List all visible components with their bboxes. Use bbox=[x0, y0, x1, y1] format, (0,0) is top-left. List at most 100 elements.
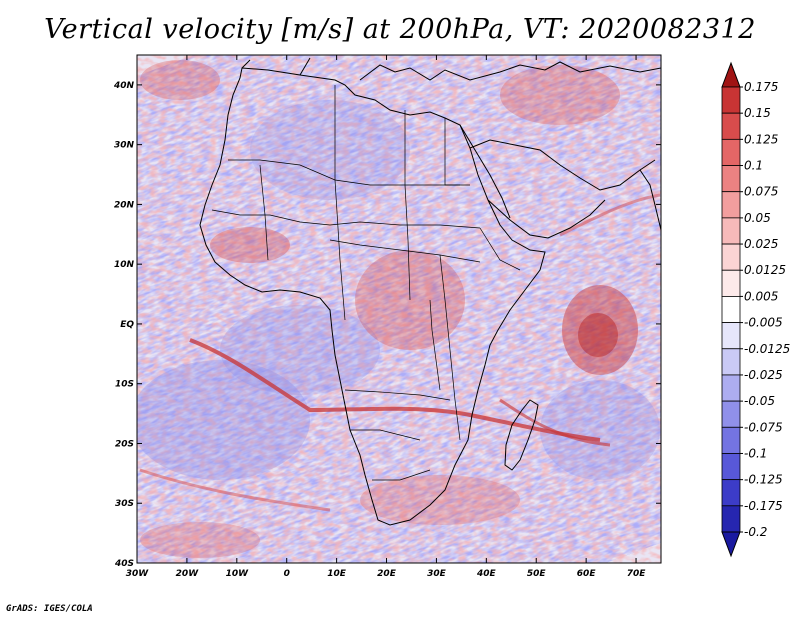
colorbar-label: -0.005 bbox=[744, 316, 783, 330]
colorbar-box bbox=[721, 505, 741, 533]
europe-coastline bbox=[241, 57, 661, 81]
colorbar-box bbox=[721, 165, 741, 193]
x-tick-label: 30W bbox=[126, 569, 150, 579]
coastlines bbox=[199, 57, 661, 526]
y-tick-label: 30N bbox=[114, 141, 135, 151]
x-tick-label: 10W bbox=[226, 569, 250, 579]
colorbar-label: 0.15 bbox=[744, 106, 771, 120]
velocity-field bbox=[137, 55, 661, 563]
y-tick-label: 10N bbox=[114, 260, 135, 270]
colorbar-label: 0.075 bbox=[744, 185, 778, 199]
red-region-southwest-corner bbox=[140, 522, 260, 558]
red-region-south-africa bbox=[360, 475, 520, 525]
y-tick-label: 30S bbox=[115, 499, 134, 509]
x-tick-label: 50E bbox=[527, 569, 547, 579]
colorbar-box bbox=[721, 243, 741, 271]
colorbar-box bbox=[721, 86, 741, 114]
y-tick-label: 10S bbox=[115, 380, 134, 390]
colorbar-box bbox=[721, 138, 741, 166]
colorbar-label: -0.125 bbox=[744, 473, 783, 487]
red-region-arabian-sea-core bbox=[578, 313, 618, 357]
colorbar: 0.175 0.15 0.125 0.1 0.075 0.05 0.025 0.0125 0.0… bbox=[721, 61, 790, 558]
red-region-arabian-sea bbox=[562, 285, 638, 375]
red-band-northern bbox=[559, 193, 661, 237]
border-southern-africa bbox=[344, 389, 451, 481]
blue-region-sahara bbox=[250, 100, 410, 200]
colorbar-label: -0.2 bbox=[744, 525, 767, 539]
x-tick-label: 60E bbox=[577, 569, 597, 579]
colorbar-label: -0.0125 bbox=[744, 342, 790, 356]
red-band-southern bbox=[139, 468, 331, 512]
india-coastline bbox=[639, 169, 661, 231]
colorbar-top-arrow bbox=[721, 61, 741, 88]
colorbar-bottom-arrow bbox=[721, 531, 741, 558]
field-noise-red bbox=[137, 55, 661, 563]
colorbar-label: -0.1 bbox=[744, 446, 767, 460]
border-sahel bbox=[211, 209, 481, 229]
colorbar-box bbox=[721, 269, 741, 297]
x-axis-ticks: 30W 20W 10W 0 10E 20E 30E 40E 50E 60E 70E bbox=[126, 55, 646, 579]
blue-region-indian bbox=[540, 380, 660, 480]
colorbar-label: 0.175 bbox=[744, 80, 778, 94]
colorbar-label: 0.125 bbox=[744, 132, 778, 146]
y-tick-label: 40N bbox=[113, 81, 135, 91]
x-tick-label: 40E bbox=[476, 569, 497, 579]
colorbar-box bbox=[721, 426, 741, 454]
colorbar-label: 0.005 bbox=[744, 289, 778, 303]
x-tick-label: 0 bbox=[284, 569, 290, 579]
red-band-indian-ocean bbox=[499, 398, 611, 447]
x-tick-label: 10E bbox=[327, 569, 347, 579]
colorbar-label: -0.05 bbox=[744, 394, 775, 408]
colorbar-box bbox=[721, 217, 741, 245]
y-tick-label: 40S bbox=[114, 559, 134, 569]
x-tick-label: 20E bbox=[377, 569, 397, 579]
chart-title: Vertical velocity [m/s] at 200hPa, VT: 2… bbox=[44, 14, 756, 45]
border-horn bbox=[479, 227, 521, 271]
x-tick-label: 30E bbox=[427, 569, 447, 579]
colorbar-box bbox=[721, 348, 741, 376]
y-tick-label: EQ bbox=[120, 320, 134, 330]
map-frame bbox=[136, 54, 662, 564]
y-tick-label: 20N bbox=[114, 200, 135, 210]
border-egypt bbox=[444, 118, 460, 186]
blue-region-south-atlantic bbox=[220, 305, 380, 395]
colorbar-box bbox=[721, 400, 741, 428]
colorbar-box bbox=[721, 322, 741, 350]
colorbar-box bbox=[721, 479, 741, 507]
red-region-mediterranean bbox=[500, 65, 620, 125]
arabia-coastline bbox=[469, 139, 656, 239]
border-central-africa bbox=[329, 239, 481, 263]
border-great-lakes bbox=[429, 299, 441, 391]
blue-region-southwest bbox=[137, 360, 310, 480]
colorbar-label: 0.025 bbox=[744, 237, 778, 251]
africa-coastline bbox=[199, 67, 546, 526]
colorbar-box bbox=[721, 112, 741, 140]
colorbar-label: -0.025 bbox=[744, 368, 783, 382]
colorbar-label: 0.0125 bbox=[744, 263, 786, 277]
colorbar-box bbox=[721, 296, 741, 323]
x-tick-label: 20W bbox=[176, 569, 200, 579]
y-tick-label: 20S bbox=[115, 439, 134, 449]
country-borders bbox=[211, 85, 521, 481]
colorbar-label: 0.05 bbox=[744, 211, 771, 225]
madagascar-coastline bbox=[504, 399, 539, 471]
colorbar-label: -0.075 bbox=[744, 420, 783, 434]
red-region-west-africa bbox=[210, 227, 290, 263]
colorbar-label: -0.175 bbox=[744, 499, 783, 513]
border-longitudinal-east bbox=[404, 110, 411, 301]
red-region-northwest bbox=[140, 60, 220, 100]
y-axis-ticks: 40N 30N 20N 10N EQ 10S 20S 30S 40S bbox=[113, 81, 661, 569]
colorbar-box bbox=[721, 453, 741, 481]
border-east-africa bbox=[439, 254, 461, 441]
colorbar-box bbox=[721, 191, 741, 219]
red-sea-coastline bbox=[459, 124, 511, 219]
border-longitudinal-west bbox=[259, 164, 269, 261]
colorbar-box bbox=[721, 374, 741, 402]
colorbar-label: 0.1 bbox=[744, 159, 763, 173]
x-tick-label: 70E bbox=[627, 569, 647, 579]
border-sahara-north bbox=[228, 159, 470, 186]
footer-credit: GrADS: IGES/COLA bbox=[6, 604, 93, 614]
border-longitudinal-center bbox=[334, 85, 346, 321]
red-band-south-atlantic bbox=[189, 338, 601, 442]
